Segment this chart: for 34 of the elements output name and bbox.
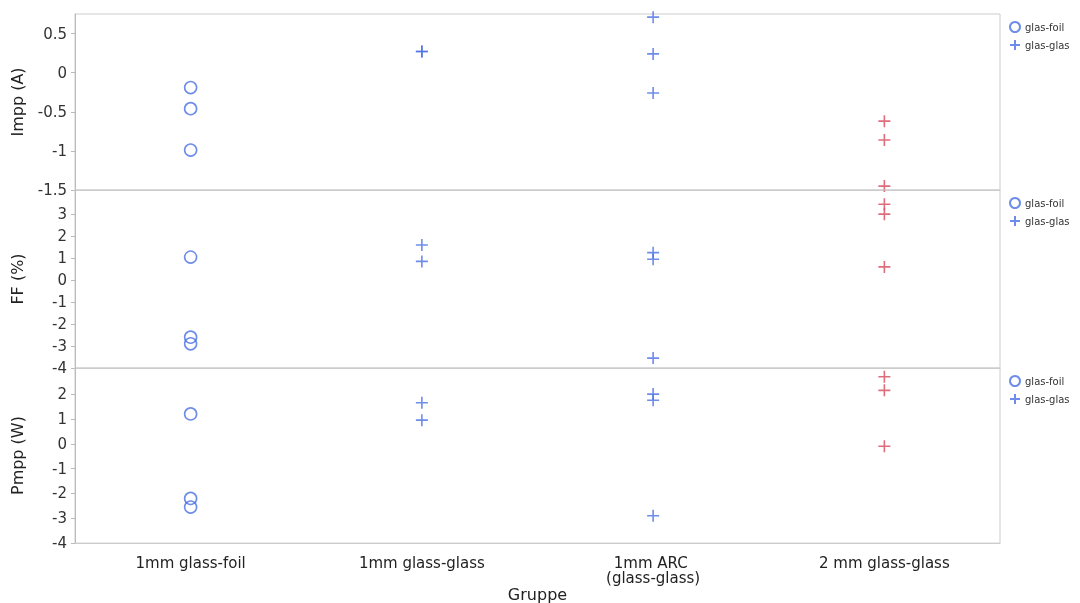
x-axis-title: Gruppe xyxy=(507,584,568,603)
y-tick-label: 2 xyxy=(57,227,67,246)
x-tick-label: 1mm glass-glass xyxy=(358,553,486,572)
y-tick-label: -1 xyxy=(52,459,67,478)
y-tick-label: 1 xyxy=(57,409,67,428)
legend-label: glas-foil xyxy=(1025,21,1065,33)
y-tick-label: 0 xyxy=(57,434,67,453)
y-tick-label: -3 xyxy=(52,509,67,528)
y-axis-title: Pmpp (W) xyxy=(7,416,27,496)
y-tick-label: -4 xyxy=(52,359,67,377)
y-tick-label: 3 xyxy=(57,205,67,224)
x-tick-label: 1mm ARC (glass-glass) xyxy=(606,553,701,587)
legend-label: glas-foil xyxy=(1025,197,1065,209)
legend-label: glas-glas xyxy=(1025,39,1070,51)
y-axis-title: Impp (A) xyxy=(7,67,27,137)
y-tick-label: -1 xyxy=(52,293,67,312)
y-tick-label: 0 xyxy=(57,63,67,82)
y-tick-label: 0 xyxy=(57,271,67,290)
y-tick-label: 1 xyxy=(57,249,67,268)
y-tick-label: 0.5 xyxy=(43,24,67,43)
y-tick-label: -0.5 xyxy=(37,102,67,121)
x-tick-label: 1mm glass-foil xyxy=(135,553,246,572)
legend-label: glas-foil xyxy=(1025,375,1065,387)
x-tick-label: 2 mm glass-glass xyxy=(819,553,950,572)
y-tick-label: -1.5 xyxy=(37,181,67,199)
legend-label: glas-glas xyxy=(1025,215,1070,227)
y-tick-label: -3 xyxy=(52,337,67,356)
y-tick-label: -2 xyxy=(52,484,67,503)
legend-label: glas-glas xyxy=(1025,393,1070,405)
y-tick-label: -4 xyxy=(52,534,67,553)
y-tick-label: 2 xyxy=(57,385,67,404)
y-tick-label: -1 xyxy=(52,141,67,160)
y-tick-label: -2 xyxy=(52,315,67,334)
y-axis-title: FF (%) xyxy=(7,253,27,305)
